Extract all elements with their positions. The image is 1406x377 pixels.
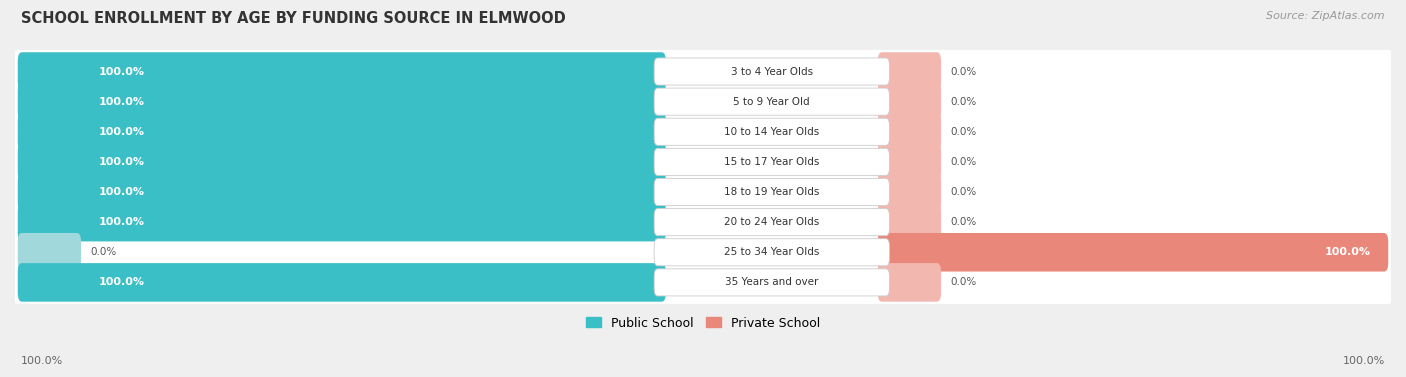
FancyBboxPatch shape bbox=[18, 52, 666, 91]
FancyBboxPatch shape bbox=[654, 178, 890, 205]
FancyBboxPatch shape bbox=[877, 233, 1388, 271]
Text: 100.0%: 100.0% bbox=[98, 66, 145, 77]
Text: 15 to 17 Year Olds: 15 to 17 Year Olds bbox=[724, 157, 820, 167]
Text: 100.0%: 100.0% bbox=[98, 187, 145, 197]
Text: 5 to 9 Year Old: 5 to 9 Year Old bbox=[734, 97, 810, 107]
Text: 100.0%: 100.0% bbox=[1324, 247, 1371, 257]
FancyBboxPatch shape bbox=[18, 203, 666, 241]
FancyBboxPatch shape bbox=[18, 143, 666, 181]
Text: 100.0%: 100.0% bbox=[1343, 356, 1385, 366]
Text: 100.0%: 100.0% bbox=[98, 127, 145, 137]
Text: 20 to 24 Year Olds: 20 to 24 Year Olds bbox=[724, 217, 820, 227]
FancyBboxPatch shape bbox=[654, 118, 890, 145]
FancyBboxPatch shape bbox=[654, 148, 890, 175]
Text: 0.0%: 0.0% bbox=[950, 187, 977, 197]
FancyBboxPatch shape bbox=[18, 233, 82, 271]
FancyBboxPatch shape bbox=[14, 110, 1392, 153]
Text: 100.0%: 100.0% bbox=[98, 157, 145, 167]
Text: 3 to 4 Year Olds: 3 to 4 Year Olds bbox=[731, 66, 813, 77]
Text: 10 to 14 Year Olds: 10 to 14 Year Olds bbox=[724, 127, 820, 137]
Text: 0.0%: 0.0% bbox=[950, 66, 977, 77]
Legend: Public School, Private School: Public School, Private School bbox=[581, 311, 825, 335]
Text: 100.0%: 100.0% bbox=[98, 217, 145, 227]
Text: 0.0%: 0.0% bbox=[950, 217, 977, 227]
FancyBboxPatch shape bbox=[654, 269, 890, 296]
Text: 100.0%: 100.0% bbox=[98, 277, 145, 287]
Text: Source: ZipAtlas.com: Source: ZipAtlas.com bbox=[1267, 11, 1385, 21]
FancyBboxPatch shape bbox=[18, 263, 666, 302]
FancyBboxPatch shape bbox=[14, 140, 1392, 184]
Text: 0.0%: 0.0% bbox=[950, 97, 977, 107]
FancyBboxPatch shape bbox=[654, 208, 890, 236]
FancyBboxPatch shape bbox=[654, 58, 890, 85]
Text: SCHOOL ENROLLMENT BY AGE BY FUNDING SOURCE IN ELMWOOD: SCHOOL ENROLLMENT BY AGE BY FUNDING SOUR… bbox=[21, 11, 565, 26]
FancyBboxPatch shape bbox=[14, 261, 1392, 304]
FancyBboxPatch shape bbox=[14, 50, 1392, 93]
FancyBboxPatch shape bbox=[877, 112, 941, 151]
Text: 100.0%: 100.0% bbox=[98, 97, 145, 107]
FancyBboxPatch shape bbox=[654, 239, 890, 266]
Text: 100.0%: 100.0% bbox=[21, 356, 63, 366]
FancyBboxPatch shape bbox=[654, 88, 890, 115]
FancyBboxPatch shape bbox=[14, 170, 1392, 214]
FancyBboxPatch shape bbox=[877, 173, 941, 211]
FancyBboxPatch shape bbox=[18, 173, 666, 211]
FancyBboxPatch shape bbox=[14, 80, 1392, 123]
FancyBboxPatch shape bbox=[877, 203, 941, 241]
FancyBboxPatch shape bbox=[877, 82, 941, 121]
Text: 25 to 34 Year Olds: 25 to 34 Year Olds bbox=[724, 247, 820, 257]
FancyBboxPatch shape bbox=[18, 82, 666, 121]
FancyBboxPatch shape bbox=[14, 231, 1392, 274]
Text: 18 to 19 Year Olds: 18 to 19 Year Olds bbox=[724, 187, 820, 197]
Text: 0.0%: 0.0% bbox=[950, 157, 977, 167]
Text: 35 Years and over: 35 Years and over bbox=[725, 277, 818, 287]
Text: 0.0%: 0.0% bbox=[90, 247, 117, 257]
FancyBboxPatch shape bbox=[877, 52, 941, 91]
FancyBboxPatch shape bbox=[18, 112, 666, 151]
Text: 0.0%: 0.0% bbox=[950, 127, 977, 137]
FancyBboxPatch shape bbox=[877, 143, 941, 181]
Text: 0.0%: 0.0% bbox=[950, 277, 977, 287]
FancyBboxPatch shape bbox=[14, 201, 1392, 244]
FancyBboxPatch shape bbox=[877, 263, 941, 302]
